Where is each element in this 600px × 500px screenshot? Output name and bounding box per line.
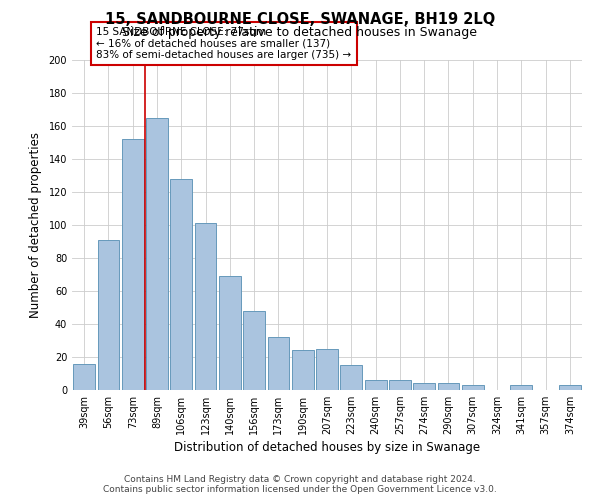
- Text: Contains HM Land Registry data © Crown copyright and database right 2024.
Contai: Contains HM Land Registry data © Crown c…: [103, 474, 497, 494]
- Bar: [413, 384, 435, 390]
- Text: 15, SANDBOURNE CLOSE, SWANAGE, BH19 2LQ: 15, SANDBOURNE CLOSE, SWANAGE, BH19 2LQ: [105, 12, 495, 28]
- Bar: [170, 179, 192, 390]
- Bar: [365, 380, 386, 390]
- Bar: [268, 337, 289, 390]
- Bar: [292, 350, 314, 390]
- Bar: [122, 139, 143, 390]
- Bar: [194, 224, 217, 390]
- Text: 15 SANDBOURNE CLOSE: 77sqm
← 16% of detached houses are smaller (137)
83% of sem: 15 SANDBOURNE CLOSE: 77sqm ← 16% of deta…: [96, 27, 352, 60]
- Bar: [511, 385, 532, 390]
- Bar: [316, 349, 338, 390]
- Text: Size of property relative to detached houses in Swanage: Size of property relative to detached ho…: [122, 26, 478, 39]
- Y-axis label: Number of detached properties: Number of detached properties: [29, 132, 41, 318]
- Bar: [389, 380, 411, 390]
- Bar: [146, 118, 168, 390]
- X-axis label: Distribution of detached houses by size in Swanage: Distribution of detached houses by size …: [174, 442, 480, 454]
- Bar: [437, 384, 460, 390]
- Bar: [243, 311, 265, 390]
- Bar: [219, 276, 241, 390]
- Bar: [462, 385, 484, 390]
- Bar: [73, 364, 95, 390]
- Bar: [559, 385, 581, 390]
- Bar: [340, 365, 362, 390]
- Bar: [97, 240, 119, 390]
